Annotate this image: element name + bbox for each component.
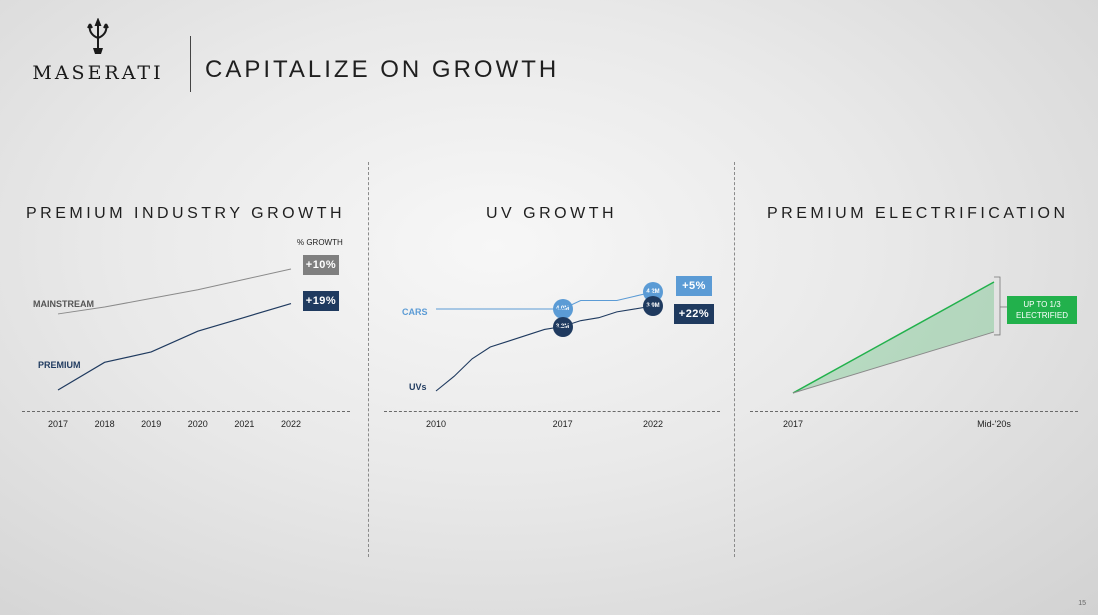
series-label-cars: CARS [402, 307, 428, 317]
baseline-3 [750, 411, 1078, 412]
growth-badge-mainstream: +10% [303, 255, 339, 275]
series-line-premium [57, 302, 292, 391]
electrified-annotation: UP TO 1/3 ELECTRIFIED [1007, 296, 1077, 324]
x-tick-2022: 2022 [280, 419, 302, 429]
x-tick-2021: 2021 [234, 419, 255, 429]
growth-badge-cars: +5% [676, 276, 712, 296]
panel-divider-1 [368, 162, 369, 557]
series-label-uvs: UVs [409, 382, 427, 392]
panel-divider-2 [734, 162, 735, 557]
series-label-premium: PREMIUM [38, 360, 81, 370]
x-tick-2010: 2010 [425, 419, 447, 429]
x-tick-2018: 2018 [94, 419, 115, 429]
baseline-2 [384, 411, 720, 412]
electrified-annotation-line-1: UP TO 1/3 [1023, 300, 1061, 309]
electrified-lower-line [792, 331, 995, 394]
x-tick-2020: 2020 [187, 419, 208, 429]
series-line-uvs [435, 305, 654, 392]
electrified-upper-line [792, 281, 995, 394]
x-tick-2017: 2017 [552, 419, 573, 429]
series-line-mainstream [57, 268, 292, 315]
series-line-cars [436, 291, 654, 310]
logo-wordmark: MASERATI [32, 62, 164, 84]
x-tick-2017: 2017 [47, 419, 69, 429]
baseline-1 [22, 411, 350, 412]
electrified-annotation-line-2: ELECTRIFIED [1015, 311, 1068, 320]
series-label-mainstream: MAINSTREAM [33, 299, 94, 309]
page-number: 15 [1078, 600, 1086, 607]
x-tick-mid-20s: Mid-'20s [977, 419, 1011, 429]
panel-title-uv-growth: UV GROWTH [486, 205, 618, 222]
growth-badge-premium: +19% [303, 291, 339, 311]
title-divider [190, 36, 191, 92]
x-tick-2019: 2019 [141, 419, 162, 429]
panel-title-premium-industry: PREMIUM INDUSTRY GROWTH [26, 205, 346, 222]
x-tick-2022: 2022 [642, 419, 664, 429]
maserati-logo: MASERATI [22, 18, 174, 88]
trident-icon [87, 18, 109, 54]
panel-title-electrification: PREMIUM ELECTRIFICATION [767, 205, 1069, 222]
x-tick-2017: 2017 [782, 419, 804, 429]
growth-unit-label: % GROWTH [297, 238, 343, 247]
range-bracket [994, 276, 1001, 336]
growth-badge-uvs: +22% [674, 304, 714, 324]
page-title: CAPITALIZE ON GROWTH [205, 56, 560, 83]
